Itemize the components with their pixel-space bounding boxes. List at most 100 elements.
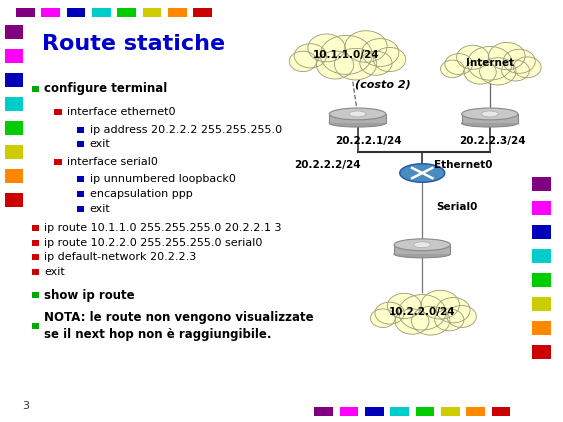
Circle shape	[373, 47, 406, 72]
FancyBboxPatch shape	[5, 121, 23, 135]
Ellipse shape	[414, 242, 431, 248]
Text: interface serial0: interface serial0	[67, 157, 158, 167]
Ellipse shape	[349, 111, 366, 117]
Text: 10.1.1.0/24: 10.1.1.0/24	[313, 50, 379, 60]
FancyBboxPatch shape	[77, 127, 84, 133]
Circle shape	[320, 35, 372, 74]
Ellipse shape	[462, 119, 518, 127]
FancyBboxPatch shape	[16, 8, 35, 17]
Circle shape	[436, 298, 470, 323]
FancyBboxPatch shape	[533, 273, 551, 287]
FancyBboxPatch shape	[32, 292, 39, 298]
FancyBboxPatch shape	[32, 86, 39, 92]
Text: exit: exit	[90, 204, 110, 214]
Text: exit: exit	[90, 139, 110, 149]
Ellipse shape	[481, 111, 498, 117]
FancyBboxPatch shape	[5, 193, 23, 207]
FancyBboxPatch shape	[32, 225, 39, 231]
FancyBboxPatch shape	[77, 191, 84, 197]
FancyBboxPatch shape	[533, 345, 551, 359]
FancyBboxPatch shape	[32, 269, 39, 275]
FancyBboxPatch shape	[365, 407, 384, 416]
Circle shape	[294, 44, 327, 68]
FancyBboxPatch shape	[143, 8, 161, 17]
FancyBboxPatch shape	[533, 176, 551, 191]
Text: 3: 3	[23, 401, 29, 411]
FancyBboxPatch shape	[415, 407, 435, 416]
Text: ip route 10.1.1.0 255.255.255.0 20.2.2.1 3: ip route 10.1.1.0 255.255.255.0 20.2.2.1…	[44, 223, 282, 233]
FancyBboxPatch shape	[77, 141, 84, 147]
FancyBboxPatch shape	[92, 8, 110, 17]
Text: ip default-network 20.2.2.3: ip default-network 20.2.2.3	[44, 252, 196, 262]
FancyBboxPatch shape	[391, 407, 409, 416]
FancyBboxPatch shape	[5, 24, 23, 38]
Polygon shape	[462, 114, 518, 123]
FancyBboxPatch shape	[67, 8, 86, 17]
FancyBboxPatch shape	[533, 297, 551, 311]
Circle shape	[421, 290, 459, 319]
Text: NOTA: le route non vengono visualizzate
se il next hop non è raggiungibile.: NOTA: le route non vengono visualizzate …	[44, 311, 314, 341]
Circle shape	[361, 39, 399, 66]
Circle shape	[480, 58, 516, 85]
Text: 20.2.2.1/24: 20.2.2.1/24	[336, 136, 402, 146]
Text: exit: exit	[44, 267, 65, 277]
FancyBboxPatch shape	[54, 109, 62, 115]
FancyBboxPatch shape	[118, 8, 136, 17]
Circle shape	[308, 34, 345, 62]
Ellipse shape	[394, 239, 450, 251]
Text: ip address 20.2.2.2 255.255.255.0: ip address 20.2.2.2 255.255.255.0	[90, 124, 282, 135]
Circle shape	[360, 51, 392, 75]
FancyBboxPatch shape	[533, 249, 551, 262]
FancyBboxPatch shape	[194, 8, 212, 17]
Text: Route statiche: Route statiche	[42, 34, 225, 54]
FancyBboxPatch shape	[5, 145, 23, 159]
Text: encapsulation ppp: encapsulation ppp	[90, 189, 193, 199]
FancyBboxPatch shape	[32, 254, 39, 260]
FancyBboxPatch shape	[533, 321, 551, 335]
Text: configure terminal: configure terminal	[44, 82, 168, 95]
FancyBboxPatch shape	[340, 407, 359, 416]
Text: 10.2.2.0/24: 10.2.2.0/24	[389, 307, 455, 317]
FancyBboxPatch shape	[492, 407, 511, 416]
Ellipse shape	[329, 119, 386, 127]
Circle shape	[334, 49, 377, 80]
Text: 20.2.2.2/24: 20.2.2.2/24	[294, 160, 360, 170]
FancyBboxPatch shape	[5, 97, 23, 111]
Circle shape	[489, 43, 525, 70]
Circle shape	[435, 309, 464, 331]
Circle shape	[513, 57, 541, 78]
FancyBboxPatch shape	[32, 240, 39, 246]
FancyBboxPatch shape	[314, 407, 333, 416]
Text: Ethernet0: Ethernet0	[434, 160, 492, 170]
FancyBboxPatch shape	[5, 73, 23, 87]
Circle shape	[503, 49, 535, 73]
Ellipse shape	[394, 250, 450, 258]
Circle shape	[370, 309, 395, 327]
FancyBboxPatch shape	[168, 8, 187, 17]
Circle shape	[445, 54, 473, 75]
Text: interface ethernet0: interface ethernet0	[67, 107, 176, 117]
Text: show ip route: show ip route	[44, 289, 135, 302]
FancyBboxPatch shape	[77, 176, 84, 182]
FancyBboxPatch shape	[533, 200, 551, 214]
Ellipse shape	[400, 164, 445, 182]
Text: (costo 2): (costo 2)	[355, 79, 410, 89]
Circle shape	[316, 51, 354, 79]
FancyBboxPatch shape	[42, 8, 60, 17]
FancyBboxPatch shape	[32, 323, 39, 329]
FancyBboxPatch shape	[77, 206, 84, 212]
Circle shape	[387, 293, 421, 319]
Circle shape	[289, 51, 316, 72]
Circle shape	[345, 31, 387, 62]
Circle shape	[441, 60, 464, 78]
Circle shape	[395, 309, 429, 334]
Text: ip route 10.2.2.0 255.255.255.0 serial0: ip route 10.2.2.0 255.255.255.0 serial0	[44, 238, 263, 248]
Circle shape	[375, 302, 404, 324]
FancyBboxPatch shape	[533, 225, 551, 238]
Circle shape	[464, 60, 496, 84]
FancyBboxPatch shape	[54, 159, 62, 165]
FancyBboxPatch shape	[441, 407, 460, 416]
Text: Internet: Internet	[466, 58, 514, 68]
Polygon shape	[394, 245, 450, 254]
FancyBboxPatch shape	[466, 407, 485, 416]
